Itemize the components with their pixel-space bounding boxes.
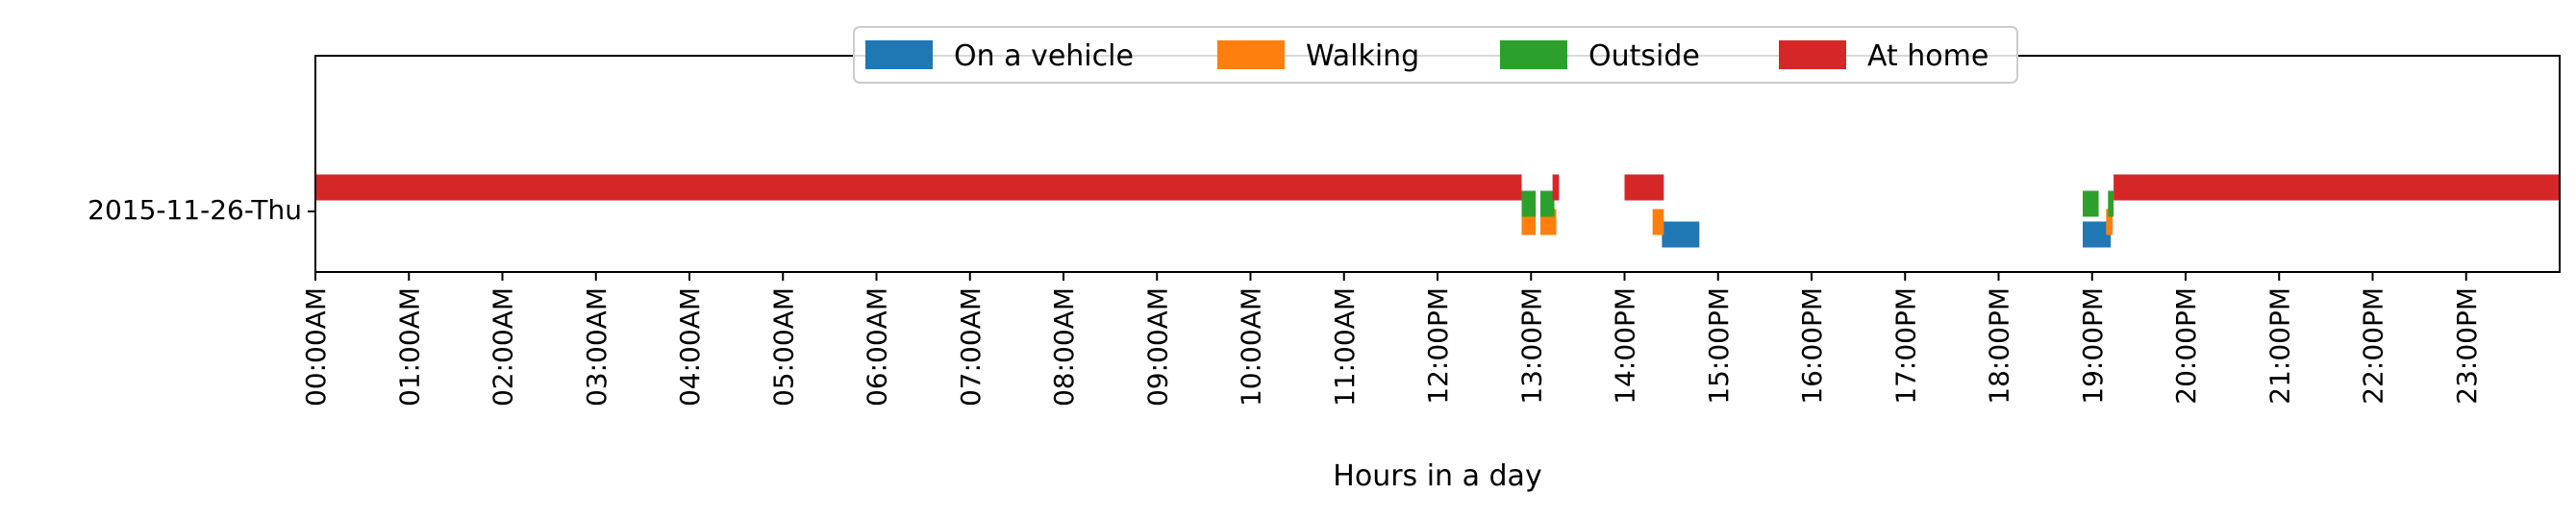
bar-outside-2 [2083,190,2099,217]
x-tick-label: 08:00AM [1048,287,1080,407]
bars-group [315,174,2560,248]
bar-at-home-3 [2113,174,2560,201]
x-tick-label: 09:00AM [1141,287,1173,407]
bar-outside-1 [1539,190,1555,217]
x-tick-label: 23:00PM [2451,287,2483,405]
x-tick-label: 04:00AM [674,287,706,407]
y-axis: 2015-11-26-Thu [88,194,315,226]
x-tick-label: 06:00AM [862,287,893,407]
x-tick-label: 00:00AM [300,287,332,407]
legend-label: On a vehicle [954,39,1134,73]
legend-swatch [865,40,933,69]
x-tick-label: 21:00PM [2263,287,2295,405]
x-tick-label: 22:00PM [2358,287,2389,405]
x-tick-label: 16:00PM [1796,287,1828,405]
bar-at-home-1 [1552,174,1560,201]
x-tick-label: 10:00AM [1236,287,1267,407]
legend-label: At home [1867,39,1988,73]
x-tick-label: 05:00AM [767,287,799,407]
bar-at-home-0 [315,174,1522,201]
plot-frame [314,55,2561,273]
bar-on-a-vehicle-0 [1662,221,1700,248]
legend-swatch [1217,40,1285,69]
legend-label: Outside [1588,39,1700,73]
legend-label: Walking [1306,39,1419,73]
bar-outside-3 [2108,190,2114,217]
x-tick-label: 02:00AM [488,287,519,407]
x-tick-label: 17:00PM [1889,287,1921,405]
legend: On a vehicle Walking Outside At home [853,26,2018,84]
x-tick-label: 14:00PM [1610,287,1641,405]
bar-outside-0 [1521,190,1537,217]
bar-at-home-2 [1624,174,1664,201]
legend-swatch [1779,40,1846,69]
x-tick-label: 13:00PM [1515,287,1547,405]
x-tick-label: 18:00PM [1984,287,2015,405]
x-tick-label: 20:00PM [2170,287,2202,405]
x-axis: 00:00AM 01:00AM 02:00AM 03:00AM 04:00AM 05:00… [300,272,2483,407]
x-tick-label: 12:00PM [1422,287,1454,405]
x-tick-label: 11:00AM [1329,287,1361,407]
x-axis-label: Hours in a day [1333,459,1541,493]
legend-box [853,26,2018,84]
y-tick-label: 2015-11-26-Thu [88,194,302,226]
x-tick-label: 01:00AM [393,287,425,407]
bar-walking-3 [2106,209,2113,235]
x-tick-label: 07:00AM [955,287,987,407]
x-tick-label: 03:00AM [581,287,613,407]
legend-swatch [1500,40,1567,69]
bar-walking-2 [1652,209,1664,235]
x-tick-label: 19:00PM [2077,287,2109,405]
x-tick-label: 15:00PM [1703,287,1735,405]
